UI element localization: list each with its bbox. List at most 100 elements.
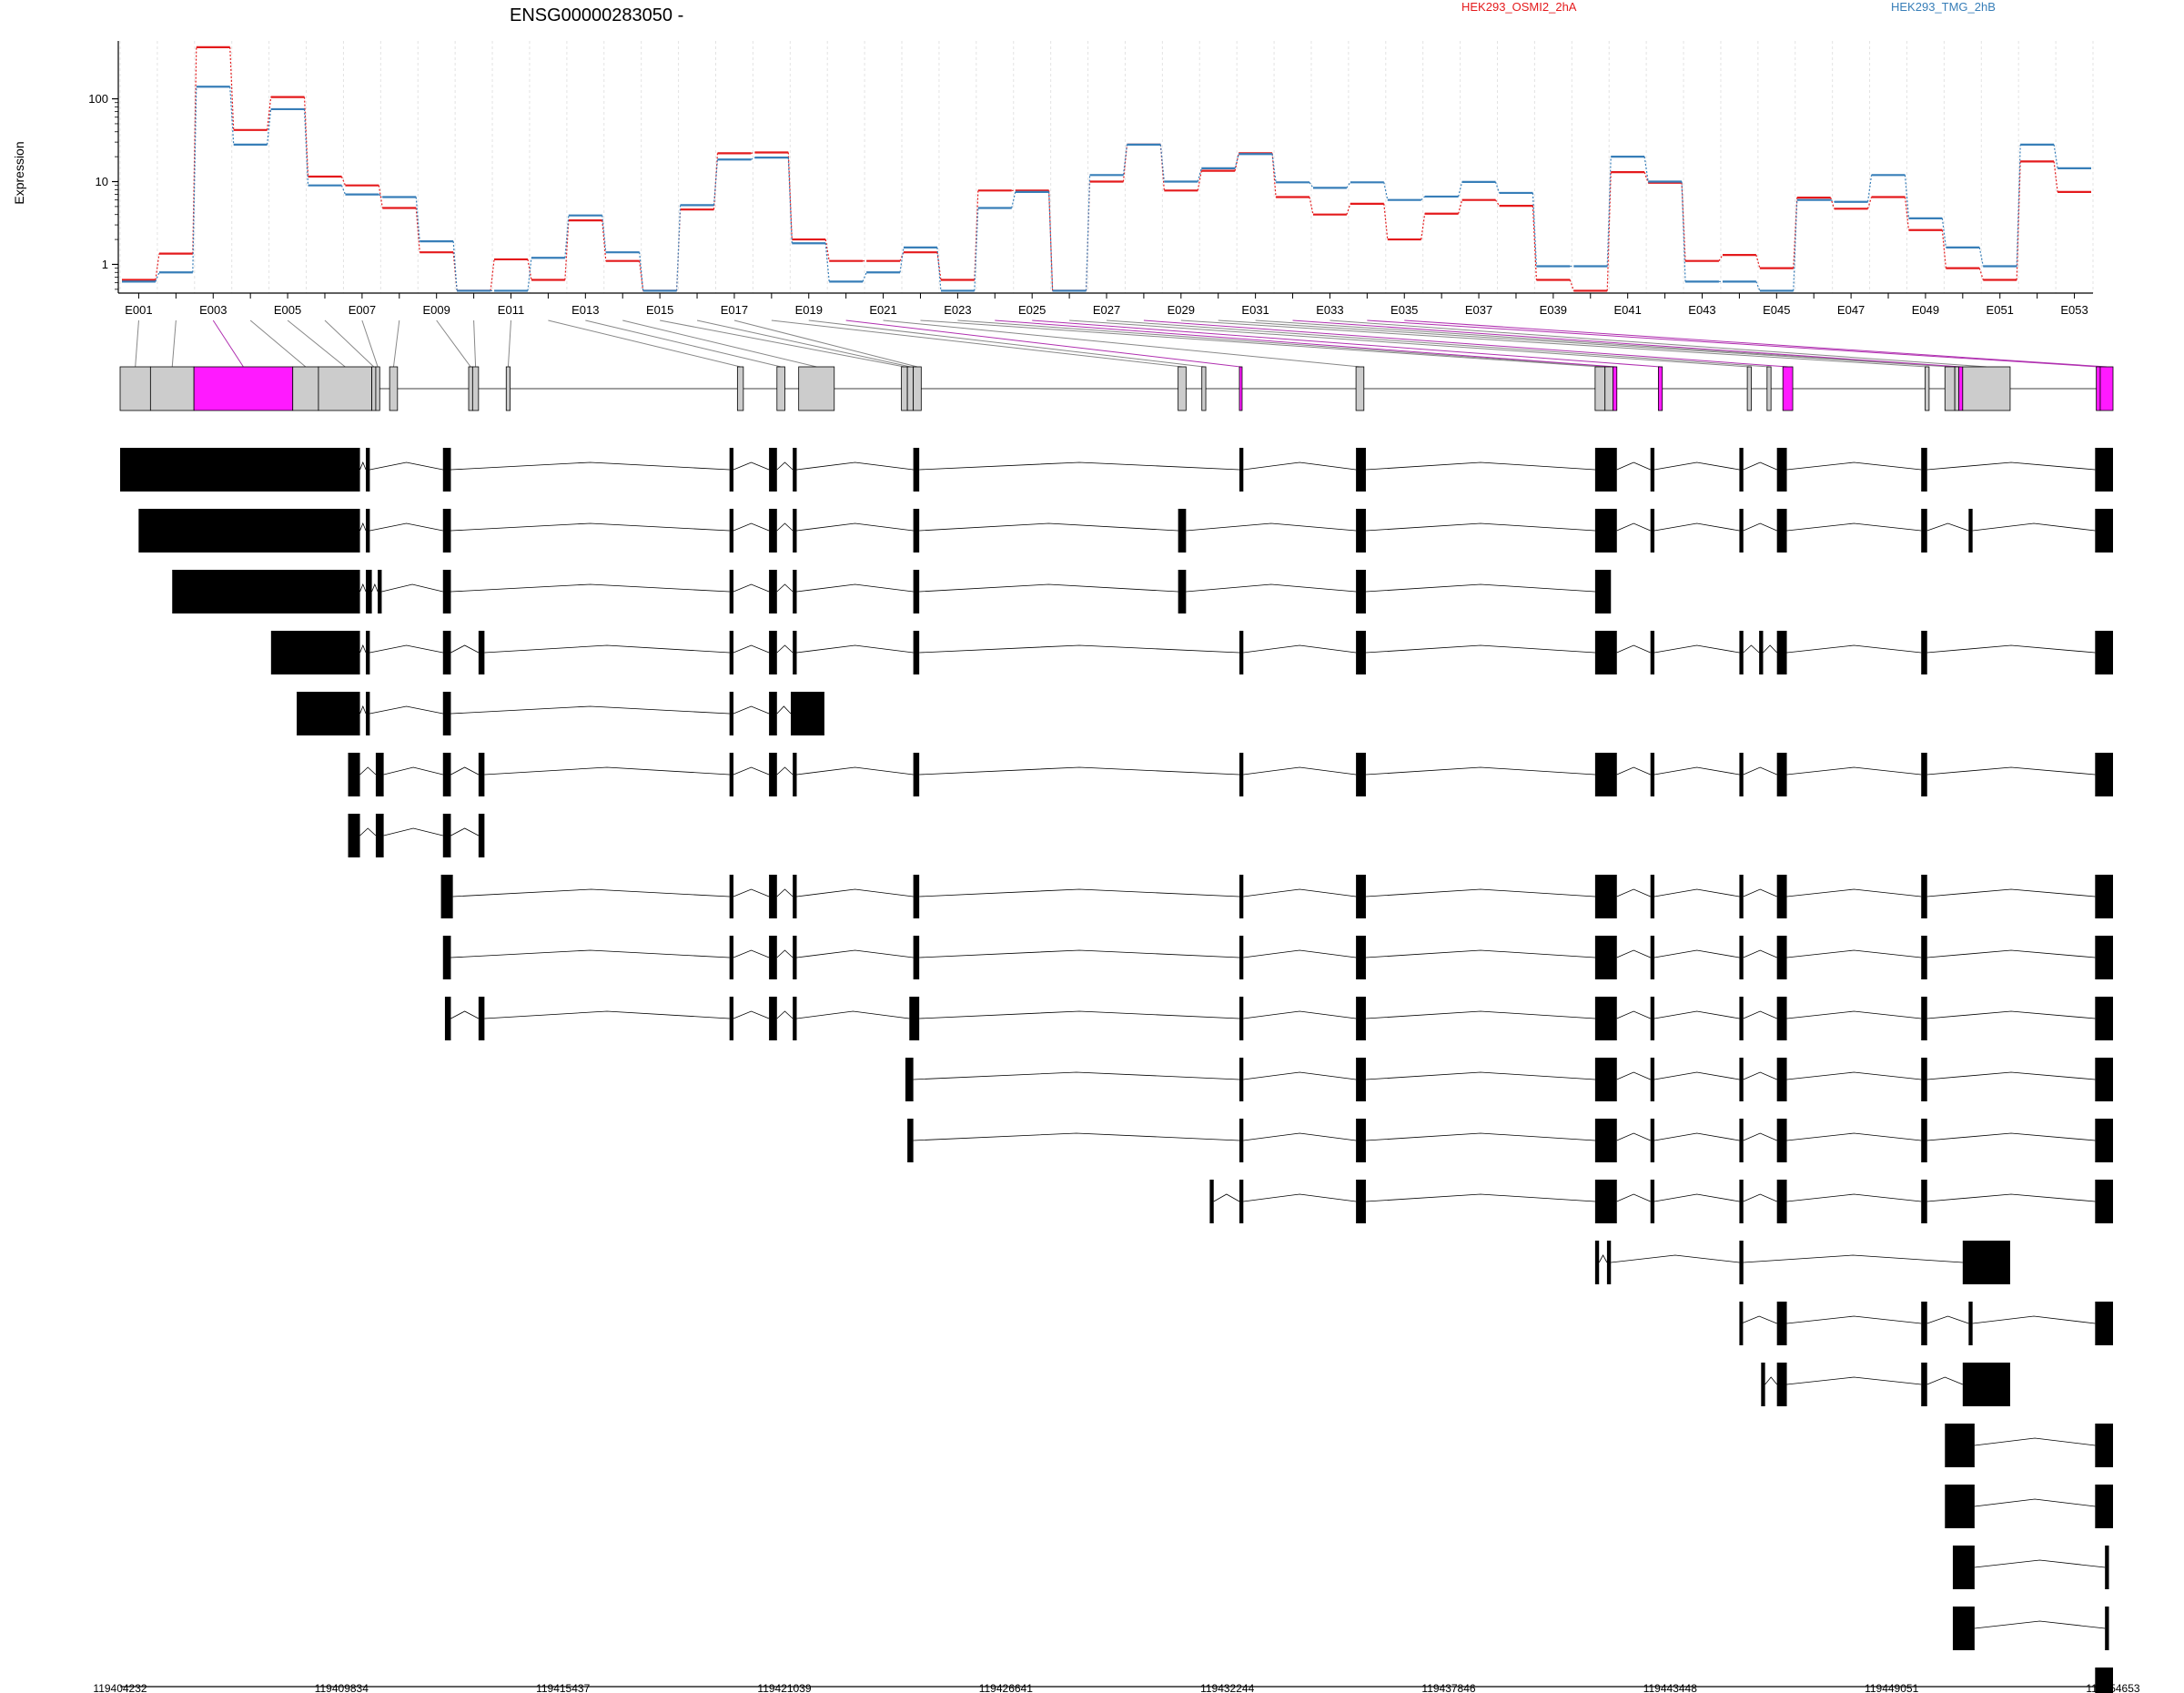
- transcript-exon: [1594, 570, 1612, 613]
- expression-step: [1532, 206, 1538, 280]
- intron: [796, 583, 914, 593]
- intron: [1243, 949, 1357, 958]
- intron: [450, 705, 730, 715]
- transcript-exon: [1239, 753, 1244, 796]
- expression-step: [229, 86, 235, 145]
- transcript-exon: [442, 631, 451, 674]
- exon-connector: [287, 319, 346, 368]
- transcript: [1952, 1607, 2109, 1650]
- intron: [369, 705, 443, 715]
- transcript-exon: [1921, 448, 1927, 492]
- transcript-exon: [1945, 1485, 1975, 1528]
- transcript-exon: [1945, 1424, 1975, 1467]
- expression-step: [1495, 199, 1501, 207]
- transcript-exon: [729, 753, 734, 796]
- exon-connector: [1330, 319, 1987, 368]
- intron: [796, 522, 914, 532]
- intron: [1616, 644, 1651, 654]
- intron: [1616, 766, 1651, 776]
- exon-connector: [473, 319, 477, 368]
- gene-model-exon: [468, 366, 473, 411]
- gene-model-exon: [1925, 366, 1930, 411]
- intron: [1365, 888, 1595, 897]
- expression-step: [2053, 144, 2058, 168]
- transcript-exon: [442, 448, 451, 492]
- transcript-exon: [442, 936, 451, 979]
- transcript-exon: [1921, 1119, 1927, 1162]
- transcript: [138, 509, 2113, 553]
- transcript-exon: [909, 997, 920, 1040]
- expression-step: [1271, 153, 1277, 198]
- intron: [1926, 949, 2096, 958]
- transcript-exon: [1921, 509, 1927, 553]
- transcript-exon: [1178, 509, 1187, 553]
- intron: [1786, 1193, 1922, 1202]
- intron: [1926, 1376, 1963, 1385]
- exon-label: E021: [869, 303, 896, 317]
- intron: [1365, 1071, 1595, 1080]
- transcript-exon: [769, 509, 777, 553]
- transcript-exon: [1356, 631, 1366, 674]
- intron: [450, 827, 480, 836]
- transcript-exon: [1739, 509, 1744, 553]
- expression-step: [1085, 175, 1091, 291]
- intron: [1763, 644, 1777, 654]
- transcript-exon: [1739, 448, 1744, 492]
- expression-step: [267, 108, 272, 145]
- transcript-exon: [729, 875, 734, 918]
- intron: [733, 644, 770, 654]
- exon-connector: [696, 319, 911, 368]
- intron: [1926, 1315, 1969, 1324]
- transcript-exon: [1239, 1058, 1244, 1101]
- transcript-exon: [2095, 753, 2113, 796]
- exon-connector: [1180, 319, 1927, 368]
- transcript-exon: [2095, 1119, 2113, 1162]
- exon-connector: [883, 319, 1360, 368]
- expression-step: [564, 220, 570, 280]
- exon-label: E041: [1613, 303, 1641, 317]
- gene-model-exon: [505, 366, 511, 411]
- intron: [1741, 1315, 1777, 1324]
- gene-model-exon: [1954, 366, 1959, 411]
- intron: [484, 766, 730, 776]
- expression-step: [936, 252, 942, 280]
- transcript-exon: [793, 997, 797, 1040]
- expression-step: [1159, 144, 1165, 182]
- gene-model-exon: [1239, 366, 1243, 411]
- intron: [1243, 888, 1357, 897]
- intron: [1786, 888, 1922, 897]
- expression-step: [713, 159, 719, 206]
- transcript-exon: [120, 448, 360, 492]
- gene-model-exon: [798, 366, 835, 411]
- y-tick-label: 100: [88, 92, 108, 106]
- intron: [776, 766, 794, 776]
- intron: [1786, 1132, 1922, 1141]
- exon-connector: [1404, 319, 2108, 368]
- intron: [359, 644, 367, 654]
- intron: [776, 705, 792, 715]
- intron: [919, 1010, 1239, 1019]
- intron: [1764, 1376, 1777, 1385]
- intron: [1786, 644, 1922, 654]
- gene-model-exon: [389, 366, 399, 411]
- intron: [359, 461, 367, 471]
- intron: [1926, 1010, 2096, 1019]
- transcript-exon: [769, 570, 777, 613]
- intron: [1653, 1193, 1740, 1202]
- transcript: [907, 1119, 2113, 1162]
- transcript-exon: [1650, 631, 1655, 674]
- coordinate-tick-label: 119426641: [979, 1682, 1034, 1693]
- exon-label: E005: [274, 303, 301, 317]
- intron: [1598, 1254, 1608, 1263]
- exon-connector: [1106, 319, 1770, 368]
- coordinate-tick-label: 119454653: [2086, 1682, 2140, 1693]
- expression-step: [1122, 144, 1128, 176]
- expression-step: [974, 208, 979, 291]
- intron: [1243, 1010, 1357, 1019]
- expression-step: [155, 253, 160, 280]
- transcript-exon: [1594, 753, 1617, 796]
- gene-model-exon: [1766, 366, 1772, 411]
- expression-step: [378, 185, 383, 208]
- intron: [1616, 888, 1651, 897]
- expression-step: [452, 241, 458, 291]
